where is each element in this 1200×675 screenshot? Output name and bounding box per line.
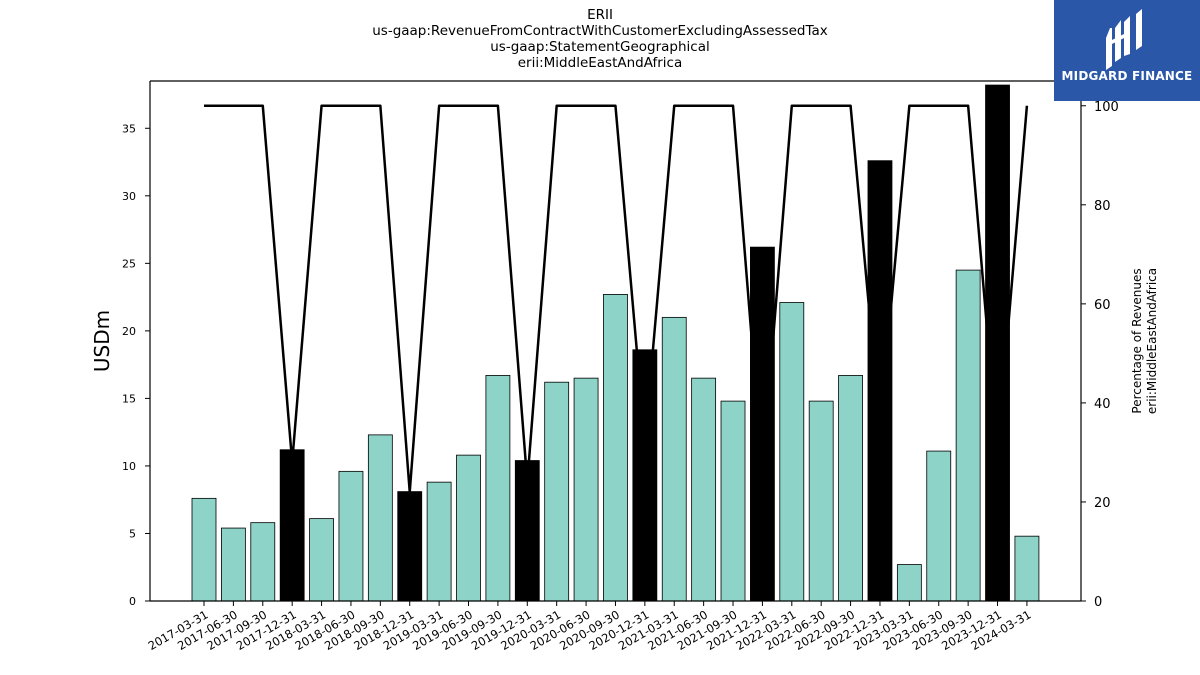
chart-title-line-1: ERII <box>587 7 613 23</box>
bar-2019-06-30 <box>456 454 481 602</box>
percentage-line-layer <box>204 104 1029 494</box>
bar-2021-12-31 <box>750 246 775 602</box>
y-axis-label: USDm <box>90 310 114 372</box>
right-y-ticks: 0 20 40 60 80 100 <box>1081 100 1119 610</box>
chart-title-line-2: us-gaap:RevenueFromContractWithCustomerE… <box>372 23 828 39</box>
bar-2023-09-30 <box>955 269 981 602</box>
y-tick-label: 20 <box>122 325 136 338</box>
bar-2017-03-31 <box>191 497 217 602</box>
bar-2020-06-30 <box>573 377 599 602</box>
y2-tick-label: 80 <box>1094 199 1111 214</box>
bar-2022-06-30 <box>808 400 834 602</box>
y-tick-label: 30 <box>122 190 136 203</box>
bar-2022-09-30 <box>838 375 863 602</box>
bar-2021-06-30 <box>691 377 717 602</box>
y-tick-label: 5 <box>129 527 136 540</box>
y-tick-label: 15 <box>122 392 136 405</box>
bar-2023-06-30 <box>926 450 952 602</box>
y2-axis-label-line-2: erii:MiddleEastAndAfrica <box>1145 268 1159 414</box>
bar-2023-03-31 <box>896 564 922 602</box>
bar-2022-12-31 <box>867 160 893 602</box>
left-y-ticks: 0 5 10 15 20 25 30 35 <box>122 122 150 608</box>
bar-2017-09-30 <box>250 522 276 602</box>
y-tick-label: 10 <box>122 460 136 473</box>
y2-axis-label-line-1: Percentage of Revenues <box>1130 268 1144 413</box>
bar-2020-09-30 <box>603 294 628 602</box>
y2-tick-label: 0 <box>1094 595 1102 610</box>
x-ticks: 2017-03-312017-06-302017-09-302017-12-31… <box>146 601 1033 653</box>
y-tick-label: 35 <box>122 122 136 135</box>
bar-2022-03-31 <box>779 302 805 602</box>
y2-tick-label: 20 <box>1094 496 1111 511</box>
bar-2021-03-31 <box>661 316 687 602</box>
chart-title-line-3: us-gaap:StatementGeographical <box>490 39 710 55</box>
bar-2018-09-30 <box>367 434 393 602</box>
bar-2017-12-31 <box>279 449 305 602</box>
bar-2023-12-31 <box>985 84 1010 602</box>
y2-tick-label: 60 <box>1094 298 1111 313</box>
percentage-line <box>204 104 1029 494</box>
y-tick-label: 25 <box>122 257 136 270</box>
y2-tick-label: 40 <box>1094 397 1111 412</box>
brand-logo: MIDGARD FINANCE <box>1054 0 1200 101</box>
bar-2024-03-31 <box>1014 535 1040 602</box>
brand-logo-text: MIDGARD FINANCE <box>1061 69 1193 83</box>
y2-tick-label: 100 <box>1094 100 1119 115</box>
bar-2021-09-30 <box>720 400 746 602</box>
y-tick-label: 0 <box>129 595 136 608</box>
chart-title-line-4: erii:MiddleEastAndAfrica <box>517 55 683 71</box>
bar-2020-12-31 <box>632 349 658 602</box>
bars-layer <box>191 84 1040 602</box>
bar-2018-12-31 <box>397 491 423 602</box>
bar-2017-06-30 <box>220 527 246 602</box>
bar-2018-06-30 <box>338 470 364 602</box>
bar-2019-03-31 <box>426 481 452 602</box>
bar-2020-03-31 <box>544 381 570 602</box>
bar-2018-03-31 <box>309 518 334 602</box>
brand-mark-icon <box>1106 9 1142 70</box>
bar-2019-09-30 <box>485 375 511 602</box>
bar-2019-12-31 <box>514 460 540 602</box>
